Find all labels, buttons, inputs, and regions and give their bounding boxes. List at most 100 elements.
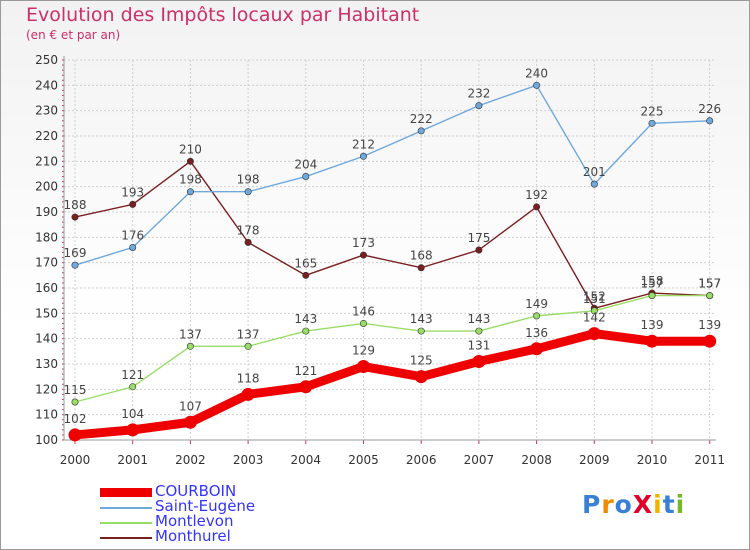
data-label-saint-eugene: 201 [583,165,606,179]
data-point-montlevon [533,312,541,320]
data-point-courboin [68,428,82,442]
series-line-courboin [74,329,710,440]
data-label-saint-eugene: 212 [352,137,375,151]
legend-swatch-monthurel [100,537,152,539]
data-label-monthurel: 175 [467,231,490,245]
y-tick-label: 220 [35,129,58,143]
data-label-montlevon: 143 [410,312,433,326]
data-label-courboin: 139 [641,318,664,332]
data-label-courboin: 136 [525,326,548,340]
data-label-saint-eugene: 240 [525,66,548,80]
data-point-courboin [241,387,255,401]
x-tick-label: 2007 [464,453,495,467]
data-label-courboin: 129 [352,344,375,358]
data-label-courboin: 131 [467,338,490,352]
data-point-monthurel [359,251,367,259]
data-point-courboin [126,423,140,437]
y-tick-label: 230 [35,104,58,118]
data-point-saint-eugene [129,243,137,251]
series-line-montlevon [74,294,710,403]
x-tick-label: 2011 [694,453,725,467]
x-tick-label: 2004 [291,453,322,467]
x-tick-label: 2005 [348,453,379,467]
data-label-courboin: 118 [237,371,260,385]
series-line-monthurel [74,160,710,309]
data-point-montlevon [302,327,310,335]
legend-swatch-saint-eugene [100,507,152,509]
data-point-montlevon [706,292,714,300]
data-point-monthurel [71,213,79,221]
x-tick-label: 2001 [117,453,148,467]
data-point-saint-eugene [590,180,598,188]
data-label-monthurel: 158 [641,274,664,288]
data-point-montlevon [590,307,598,315]
data-point-monthurel [302,271,310,279]
data-label-courboin: 121 [294,364,317,378]
chart-subtitle: (en € et par an) [26,28,121,42]
x-tick-label: 2000 [60,453,91,467]
data-point-montlevon [648,292,656,300]
data-label-saint-eugene: 169 [64,246,87,260]
y-tick-label: 110 [35,408,58,422]
legend-label-saint-eugene: Saint-Eugène [155,497,256,515]
data-point-montlevon [129,383,137,391]
data-point-courboin [472,354,486,368]
data-point-saint-eugene [475,102,483,110]
y-tick-label: 130 [35,357,58,371]
y-tick-label: 180 [35,230,58,244]
data-point-courboin [299,380,313,394]
data-label-monthurel: 193 [121,185,144,199]
data-label-courboin: 104 [121,407,144,421]
data-label-saint-eugene: 198 [179,173,202,187]
data-label-courboin: 107 [179,399,202,413]
y-tick-label: 120 [35,382,58,396]
y-tick-label: 140 [35,332,58,346]
data-label-montlevon: 146 [352,304,375,318]
data-label-montlevon: 121 [121,368,144,382]
y-tick-label: 150 [35,306,58,320]
data-point-courboin [414,370,428,384]
data-point-courboin [645,334,659,348]
y-tick-label: 250 [35,53,58,67]
data-point-saint-eugene [648,119,656,127]
data-point-courboin [587,327,601,341]
data-point-monthurel [244,238,252,246]
legend-label-montlevon: Montlevon [155,512,234,530]
data-point-saint-eugene [244,188,252,196]
data-label-courboin: 102 [64,412,87,426]
data-label-saint-eugene: 225 [641,104,664,118]
data-label-monthurel: 178 [237,223,260,237]
legend-label-courboin: COURBOIN [155,482,237,500]
data-label-montlevon: 115 [64,383,87,397]
series-line-saint-eugene [74,84,710,266]
data-point-saint-eugene [359,152,367,160]
chart-title: Evolution des Impôts locaux par Habitant [26,4,420,26]
x-tick-label: 2009 [579,453,610,467]
data-label-montlevon: 143 [467,312,490,326]
y-tick-label: 240 [35,78,58,92]
data-point-montlevon [417,327,425,335]
y-tick-label: 160 [35,281,58,295]
data-label-saint-eugene: 232 [467,87,490,101]
data-label-monthurel: 173 [352,236,375,250]
y-tick-label: 210 [35,154,58,168]
y-tick-label: 200 [35,180,58,194]
data-point-saint-eugene [186,188,194,196]
data-label-montlevon: 151 [583,292,606,306]
data-point-courboin [183,415,197,429]
data-label-saint-eugene: 204 [294,158,317,172]
data-label-monthurel: 165 [294,256,317,270]
data-label-monthurel: 157 [698,277,721,291]
legend-swatch-montlevon [100,522,152,524]
data-label-saint-eugene: 222 [410,112,433,126]
data-point-montlevon [359,319,367,327]
data-label-montlevon: 137 [237,327,260,341]
proxiti-logo: ProXiti [582,490,686,519]
data-point-saint-eugene [71,261,79,269]
data-label-monthurel: 192 [525,188,548,202]
data-label-courboin: 142 [583,311,606,325]
data-point-monthurel [186,157,194,165]
data-label-saint-eugene: 176 [121,228,144,242]
